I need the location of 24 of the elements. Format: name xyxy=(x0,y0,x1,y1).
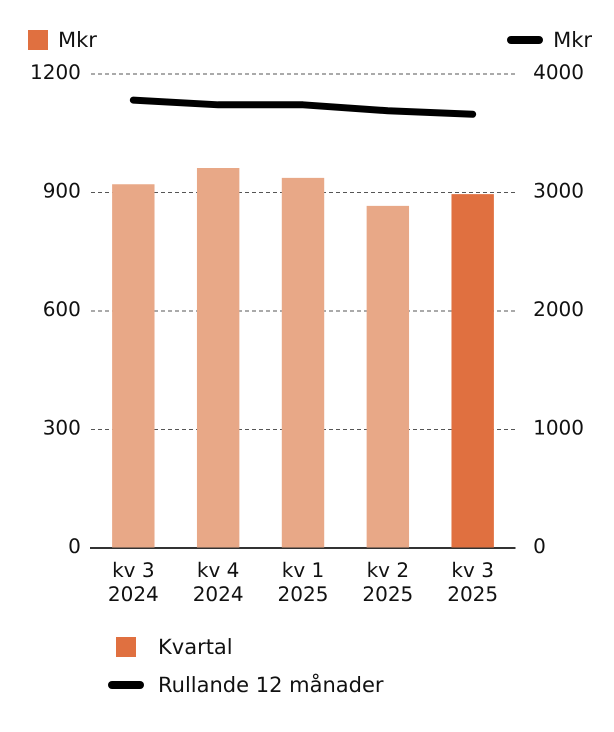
y2-tick-label: 0 xyxy=(533,534,546,558)
bar xyxy=(366,206,410,548)
legend-label: Rullande 12 månader xyxy=(158,673,384,697)
y2-tick-label: 2000 xyxy=(533,297,584,322)
y2-tick-label: 4000 xyxy=(533,60,584,84)
y2-tick-label: 3000 xyxy=(533,178,584,203)
y-tick-label: 600 xyxy=(42,297,81,322)
x-tick-label: kv 3 2024 xyxy=(108,558,159,606)
x-tick-label: kv 4 2024 xyxy=(192,558,244,606)
y-tick-label: 1200 xyxy=(30,60,81,84)
bar xyxy=(282,178,324,548)
bar xyxy=(451,194,494,548)
x-tick-label: kv 3 2025 xyxy=(447,558,498,606)
legend-label: Kvartal xyxy=(158,635,233,659)
y-tick-label: 900 xyxy=(42,178,81,203)
x-tick-label: kv 1 2025 xyxy=(278,558,328,606)
y-axis-title: Mkr xyxy=(58,28,97,52)
x-tick-label: kv 2 2025 xyxy=(362,558,414,606)
bar xyxy=(196,168,240,548)
bar xyxy=(112,184,155,548)
y2-axis-title: Mkr xyxy=(553,28,592,52)
y-tick-label: 0 xyxy=(68,534,81,558)
y-tick-label: 300 xyxy=(42,416,81,440)
y2-tick-label: 1000 xyxy=(533,416,584,440)
